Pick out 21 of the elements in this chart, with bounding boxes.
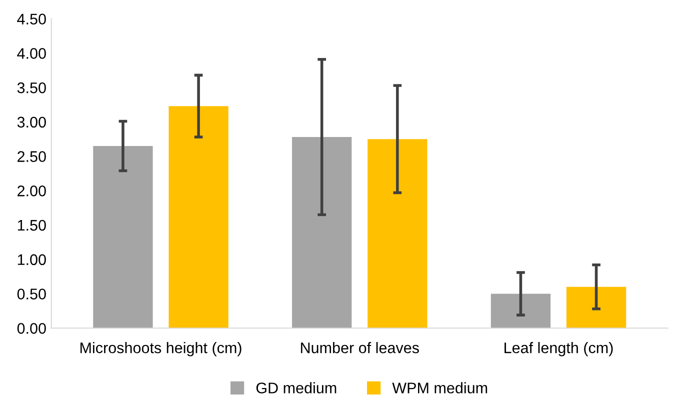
y-tick-label: 1.50 bbox=[18, 220, 46, 231]
y-tick-label: 4.00 bbox=[17, 48, 46, 59]
bar bbox=[168, 106, 228, 328]
y-tick-label: 4.50 bbox=[17, 14, 46, 24]
legend-label: GD medium bbox=[256, 382, 336, 394]
y-tick-label: 1.00 bbox=[18, 254, 46, 266]
y-tick-label: 3.00 bbox=[17, 116, 46, 128]
bar bbox=[566, 286, 626, 328]
x-tick-label: Number of leaves bbox=[301, 342, 419, 354]
bar bbox=[93, 146, 153, 328]
y-tick-label: 3.50 bbox=[17, 82, 46, 94]
y-tick-label: 0.50 bbox=[17, 288, 46, 300]
bar bbox=[490, 294, 551, 328]
y-tick-label: 0.00 bbox=[17, 323, 46, 334]
y-tick-label: 2.50 bbox=[18, 151, 46, 162]
bar bbox=[368, 139, 428, 328]
y-tick-label: 2.00 bbox=[18, 186, 46, 196]
legend-label: WPM medium bbox=[392, 382, 488, 394]
x-tick-label: Leaf length (cm) bbox=[504, 342, 613, 356]
bar bbox=[292, 137, 352, 328]
x-tick-label: Microshoots height (cm) bbox=[80, 342, 242, 356]
